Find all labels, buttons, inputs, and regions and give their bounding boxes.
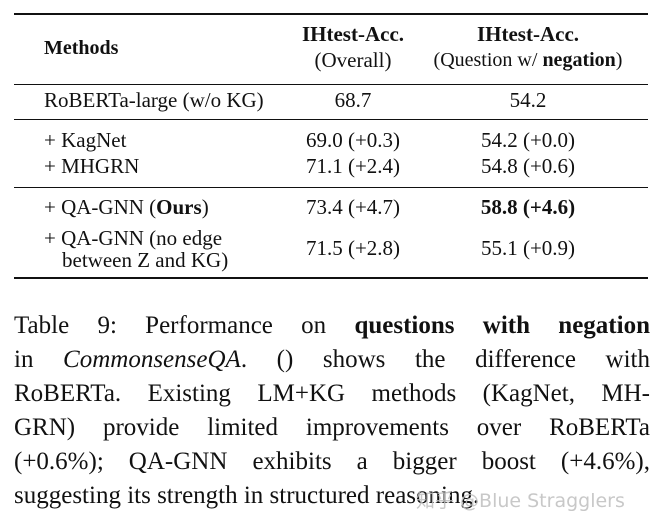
- cell: 69.0 (+0.3): [305, 128, 401, 152]
- text: (Question w/: [433, 49, 543, 71]
- text: questions with negation: [354, 312, 650, 339]
- caption-line: suggesting its strength in structured re…: [14, 482, 480, 509]
- text: ): [615, 49, 623, 71]
- text: negation: [542, 49, 616, 71]
- caption-line: Table 9: Performance on questions with n…: [14, 309, 650, 343]
- rule: [14, 187, 648, 188]
- header-col2: IHtest-Acc.: [476, 22, 580, 46]
- cell: 54.2 (+0.0): [480, 128, 576, 152]
- text: + QA-GNN (: [44, 195, 157, 219]
- text: CommonsenseQA: [63, 346, 241, 373]
- header-col1-sub: (Overall): [314, 48, 392, 72]
- header-methods: Methods: [44, 37, 119, 59]
- top-rule: [14, 13, 648, 15]
- caption-line: in CommonsenseQA. () shows the differenc…: [14, 343, 650, 377]
- watermark: 知乎 @Blue Stragglers: [416, 490, 625, 512]
- cell: 54.8 (+0.6): [480, 154, 576, 178]
- method: + MHGRN: [44, 154, 140, 178]
- text: Table 9: Performance on: [14, 312, 355, 339]
- text: in: [14, 346, 64, 373]
- rule: [14, 84, 648, 85]
- cell: 68.7: [334, 88, 372, 112]
- cell: 55.1 (+0.9): [480, 236, 576, 260]
- text: . () shows the difference with: [240, 346, 650, 373]
- caption-line: GRN) provide limited improvements over R…: [14, 414, 650, 441]
- cell: 71.5 (+2.8): [305, 236, 401, 260]
- method: + QA-GNN (Ours): [44, 195, 209, 219]
- method: + QA-GNN (no edge: [44, 226, 223, 250]
- method: + KagNet: [44, 128, 127, 152]
- header-col2-sub: (Question w/ negation): [434, 48, 623, 72]
- caption-line: RoBERTa. Existing LM+KG methods (KagNet,…: [14, 380, 650, 407]
- text: ): [201, 195, 209, 219]
- cell: 73.4 (+4.7): [305, 195, 401, 219]
- cell: 54.2: [509, 88, 547, 112]
- method: RoBERTa-large (w/o KG): [44, 88, 264, 112]
- cell: 58.8 (+4.6): [480, 195, 576, 219]
- text: Ours: [156, 195, 202, 219]
- bottom-rule: [14, 277, 648, 279]
- header-col1: IHtest-Acc.: [301, 22, 405, 46]
- caption-line: (+0.6%); QA-GNN exhibits a bigger boost …: [14, 448, 650, 475]
- rule: [14, 119, 648, 120]
- cell: 71.1 (+2.4): [305, 154, 401, 178]
- method: between Z and KG): [62, 248, 229, 272]
